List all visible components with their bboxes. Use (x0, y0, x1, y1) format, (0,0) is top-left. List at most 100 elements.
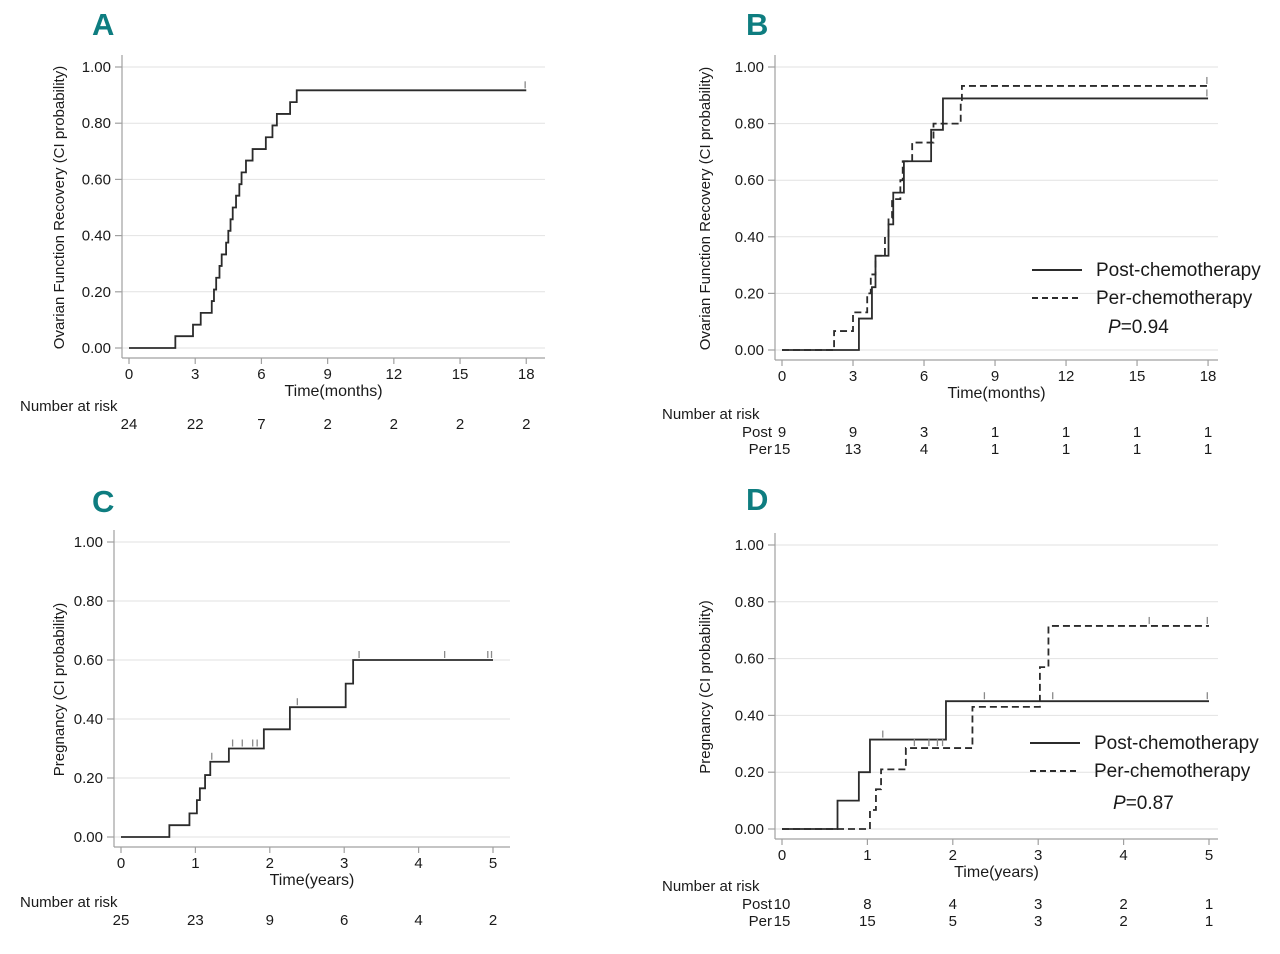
y-tick-label: 0.20 (82, 284, 111, 301)
panel-c-letter: C (92, 484, 115, 519)
p-value: P=0.87 (1113, 793, 1174, 814)
x-tick-label: 5 (1205, 847, 1213, 864)
risk-value: 4 (920, 441, 928, 458)
x-tick-label: 3 (849, 368, 857, 385)
x-tick-label: 0 (778, 368, 786, 385)
x-axis-title: Time(months) (284, 383, 382, 400)
risk-value: 2 (323, 416, 331, 433)
y-tick-label: 0.20 (735, 285, 764, 302)
x-tick-label: 3 (191, 366, 199, 383)
y-tick-label: 0.60 (735, 651, 764, 668)
risk-value: 7 (257, 416, 265, 433)
panel-d-chart: 0.000.200.400.600.801.000 1 2 3 4 5Time(years… (662, 533, 1259, 930)
risk-value: 1 (1062, 424, 1070, 441)
y-tick-label: 0.20 (735, 764, 764, 781)
panel-a-chart: 0.00 0.20 0.40 0.60 0.80 1.00 0 3 6 9 12 15 18 Time(m… (20, 55, 545, 433)
curve-series0 (129, 89, 527, 349)
risk-table-header: Number at risk (662, 878, 760, 895)
risk-table-header: Number at risk (20, 894, 118, 911)
risk-value: 1 (1204, 441, 1212, 458)
curve-per-chemotherapy (782, 85, 1209, 351)
panel-d-letter: D (746, 482, 769, 517)
risk-value: 25 (113, 912, 130, 929)
risk-value: 13 (845, 441, 862, 458)
risk-value: 3 (1034, 913, 1042, 930)
x-tick-label: 6 (257, 366, 265, 383)
risk-value: 1 (1133, 424, 1141, 441)
y-axis-title: Ovarian Function Recovery (CI probabilit… (697, 67, 714, 350)
y-axis-title: Pregnancy (CI probability) (697, 600, 714, 773)
risk-table-header: Number at risk (20, 398, 118, 415)
risk-table-header: Number at risk (662, 406, 760, 423)
panel-a-letter: A (92, 7, 115, 42)
x-axis-title: Time(months) (947, 385, 1045, 402)
risk-value: 1 (1204, 424, 1212, 441)
x-tick-label: 9 (991, 368, 999, 385)
y-tick-label: 0.80 (735, 594, 764, 611)
x-axis-title: Time(years) (954, 864, 1039, 881)
y-tick-label: 0.00 (74, 829, 103, 846)
y-tick-label: 1.00 (735, 537, 764, 554)
y-tick-label: 0.40 (82, 228, 111, 245)
y-tick-label: 0.60 (82, 171, 111, 188)
x-tick-label: 18 (518, 366, 535, 383)
y-tick-label: 0.80 (74, 593, 103, 610)
panel-b-chart: 0.00 0.20 0.40 0.60 0.80 1.00 0 3 6 9 12 15 18 Time(m… (662, 55, 1261, 458)
y-tick-label: 0.80 (82, 115, 111, 132)
risk-value: 3 (1034, 896, 1042, 913)
risk-value: 15 (774, 441, 791, 458)
risk-value: 24 (121, 416, 138, 433)
risk-value: 23 (187, 912, 204, 929)
x-tick-label: 12 (1058, 368, 1075, 385)
x-tick-label: 15 (452, 366, 469, 383)
curve-series0 (121, 659, 493, 838)
risk-value: 8 (863, 896, 871, 913)
risk-value: 2 (456, 416, 464, 433)
x-tick-label: 12 (385, 366, 402, 383)
y-tick-label: 0.00 (82, 340, 111, 357)
x-tick-label: 4 (1119, 847, 1127, 864)
risk-value: 4 (949, 896, 957, 913)
risk-value: 2 (1119, 913, 1127, 930)
panel-b-letter: B (746, 7, 769, 42)
x-tick-label: 2 (949, 847, 957, 864)
risk-value: 1 (991, 424, 999, 441)
panel-a: A 0.00 0.20 0.40 0.60 0.80 1.00 0 3 6 9 12 15 18 Time… (0, 0, 640, 477)
y-tick-label: 0.20 (74, 770, 103, 787)
p-value: P=0.94 (1108, 317, 1169, 338)
y-tick-label: 0.40 (735, 707, 764, 724)
x-axis-title: Time(years) (270, 872, 355, 889)
risk-value: 10 (774, 896, 791, 913)
risk-value: 9 (849, 424, 857, 441)
risk-value: 5 (949, 913, 957, 930)
y-tick-label: 0.80 (735, 116, 764, 133)
x-tick-label: 15 (1129, 368, 1146, 385)
risk-value: 1 (1205, 913, 1213, 930)
risk-value: 6 (340, 912, 348, 929)
risk-value: 15 (859, 913, 876, 930)
x-tick-label: 18 (1200, 368, 1217, 385)
y-tick-label: 0.00 (735, 821, 764, 838)
x-tick-label: 2 (266, 855, 274, 872)
panel-c: C 0.00 0.20 0.40 0.60 0.80 1.00 0 1 2 3 4 5 Time(yea… (0, 477, 640, 954)
risk-value: 4 (414, 912, 422, 929)
x-tick-label: 0 (117, 855, 125, 872)
x-tick-label: 4 (414, 855, 422, 872)
risk-value: 2 (522, 416, 530, 433)
y-tick-label: 1.00 (74, 534, 103, 551)
x-tick-label: 0 (778, 847, 786, 864)
risk-value: 9 (266, 912, 274, 929)
legend-label: Per-chemotherapy (1096, 288, 1253, 309)
legend-label: Post-chemotherapy (1096, 260, 1261, 281)
legend-label: Post-chemotherapy (1094, 733, 1259, 754)
y-tick-label: 0.00 (735, 342, 764, 359)
risk-value: 1 (1205, 896, 1213, 913)
risk-value: 2 (489, 912, 497, 929)
curve-per-chemotherapy (782, 625, 1209, 830)
x-tick-label: 3 (340, 855, 348, 872)
x-tick-label: 9 (323, 366, 331, 383)
x-tick-label: 0 (125, 366, 133, 383)
risk-row-label: Post (742, 424, 773, 441)
y-axis-title: Ovarian Function Recovery (CI probabilit… (51, 66, 68, 349)
